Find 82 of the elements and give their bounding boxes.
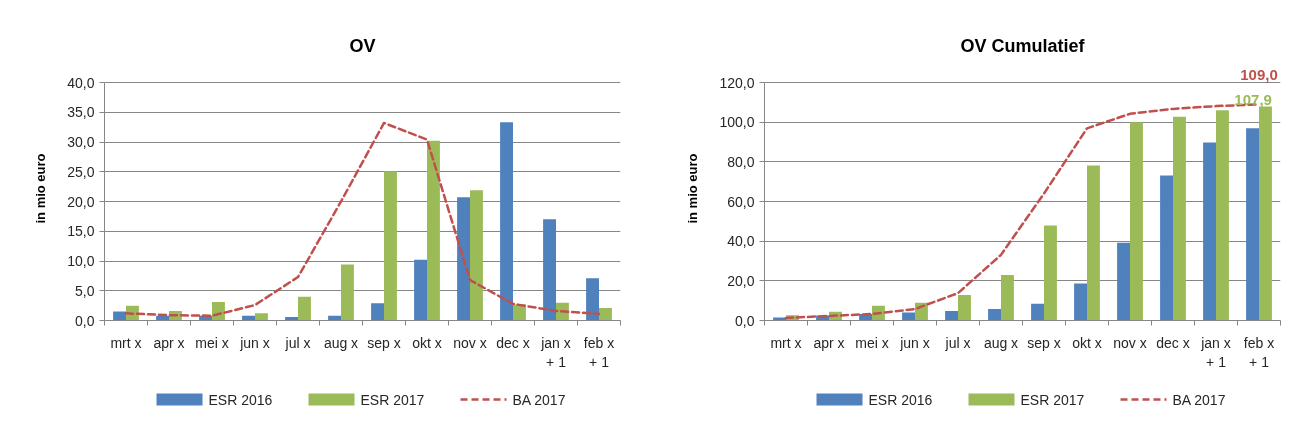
y-tick-label: 40,0 [67, 74, 95, 91]
y-axis-title: in mio euro [33, 153, 49, 224]
x-tick-label: jul x [944, 334, 971, 351]
bar [945, 310, 958, 321]
bar [1160, 175, 1173, 321]
data-label: 109,0 [1240, 66, 1278, 84]
x-tick-label: sep x [367, 334, 401, 351]
x-tick-label: aug x [983, 334, 1019, 351]
legend-label: ESR 2017 [1020, 391, 1085, 408]
y-tick-label: 40,0 [727, 233, 755, 250]
x-tick-label: jun x [239, 334, 270, 351]
bar [414, 259, 427, 321]
bar [1130, 122, 1143, 321]
bar [1259, 106, 1272, 321]
x-tick-label: mei x [855, 334, 889, 351]
bar [457, 197, 470, 321]
y-tick-label: 0,0 [735, 312, 755, 329]
x-tick-label: feb x + 1 [583, 334, 615, 370]
line-series [124, 121, 601, 317]
bar [427, 140, 440, 321]
bar [1216, 110, 1229, 321]
x-tick-label: nov x [453, 334, 487, 351]
x-tick-label: aug x [323, 334, 359, 351]
bar [255, 313, 268, 321]
data-label: 107,9 [1234, 91, 1272, 109]
y-tick-label: 20,0 [67, 193, 95, 210]
y-tick-label: 5,0 [75, 282, 95, 299]
bar [470, 190, 483, 321]
x-tick-label: feb x + 1 [1243, 334, 1275, 370]
bar [1074, 283, 1087, 321]
bar [1031, 303, 1044, 321]
legend-label: ESR 2017 [360, 391, 425, 408]
x-tick-label: mrt x [110, 334, 142, 351]
bar [1001, 275, 1014, 321]
y-tick-label: 35,0 [67, 104, 95, 121]
chart-title: OV Cumulatief [960, 35, 1086, 56]
y-tick-label: 30,0 [67, 134, 95, 150]
bar [1044, 225, 1057, 321]
y-tick-label: 100,0 [719, 114, 755, 131]
bar [1117, 242, 1130, 321]
bar [958, 294, 971, 321]
x-tick-label: jun x [899, 334, 930, 351]
bar [371, 303, 384, 321]
bar [599, 308, 612, 321]
x-tick-label: nov x [1113, 334, 1147, 351]
legend-label: ESR 2016 [868, 391, 933, 408]
y-tick-label: 0,0 [75, 312, 95, 329]
bar [384, 171, 397, 321]
y-tick-label: 25,0 [67, 163, 95, 180]
bar [1087, 165, 1100, 321]
bar [1203, 142, 1216, 321]
bar [543, 219, 556, 321]
x-tick-label: apr x [153, 334, 185, 351]
legend-label: BA 2017 [512, 391, 566, 408]
bar [1246, 128, 1259, 321]
bar [1173, 116, 1186, 321]
x-tick-label: dec x [1156, 334, 1190, 351]
y-tick-label: 15,0 [67, 223, 95, 240]
x-tick-label: mrt x [770, 334, 802, 351]
x-tick-label: mei x [195, 334, 229, 351]
y-tick-label: 60,0 [727, 193, 755, 210]
x-tick-label: apr x [813, 334, 845, 351]
bar [298, 296, 311, 321]
y-tick-label: 20,0 [727, 272, 755, 289]
bar [341, 264, 354, 321]
x-tick-label: sep x [1027, 334, 1061, 351]
y-tick-label: 80,0 [727, 153, 755, 170]
chart-title: OV [349, 35, 376, 56]
x-tick-label: jul x [284, 334, 311, 351]
x-tick-label: jan x + 1 [1200, 334, 1231, 370]
x-tick-label: okt x [1072, 334, 1102, 351]
legend-label: BA 2017 [1172, 391, 1226, 408]
y-tick-label: 10,0 [67, 253, 95, 269]
bar [500, 122, 513, 321]
x-tick-label: jan x + 1 [540, 334, 571, 370]
legend-label: ESR 2016 [208, 391, 273, 408]
y-tick-label: 120,0 [719, 74, 755, 91]
bar [586, 278, 599, 321]
y-axis-title: in mio euro [685, 153, 701, 224]
x-tick-label: dec x [496, 334, 530, 351]
x-tick-label: okt x [412, 334, 442, 351]
bar [988, 309, 1001, 321]
